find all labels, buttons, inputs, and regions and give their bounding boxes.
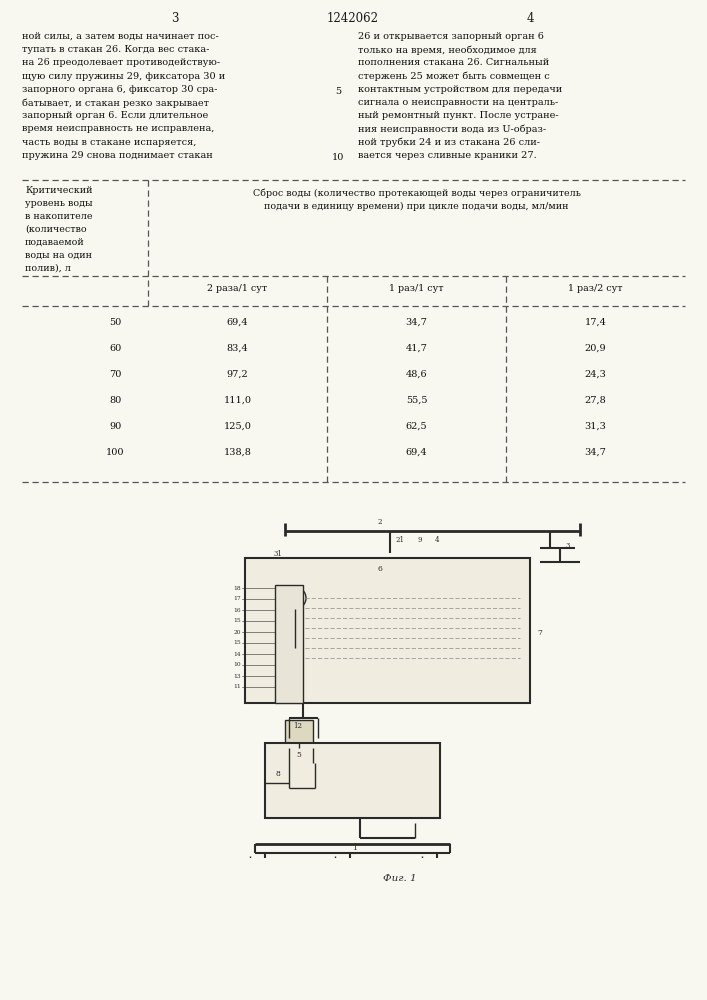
Text: 14: 14 [233,652,241,656]
Text: 2: 2 [378,518,382,526]
Bar [245,558,530,703]
Text: время неисправность не исправлена,: время неисправность не исправлена, [22,124,214,133]
Text: 7: 7 [537,629,542,637]
Text: пополнения стакана 26. Сигнальный: пополнения стакана 26. Сигнальный [358,58,549,67]
Text: 31: 31 [274,550,282,558]
Text: 13: 13 [233,674,241,678]
Text: 1: 1 [352,844,357,852]
Text: воды на один: воды на один [25,251,92,260]
Text: уровень воды: уровень воды [25,199,93,208]
Text: 27,8: 27,8 [585,396,607,405]
Text: сигнала о неисправности на централь-: сигнала о неисправности на централь- [358,98,559,107]
Text: 1 раз/1 сут: 1 раз/1 сут [390,284,444,293]
Text: в накопителе: в накопителе [25,212,93,221]
Text: 24,3: 24,3 [585,370,607,379]
Text: контактным устройством для передачи: контактным устройством для передачи [358,85,562,94]
Text: 9: 9 [418,536,423,544]
Text: запорный орган 6. Если длительное: запорный орган 6. Если длительное [22,111,209,120]
Text: тупать в стакан 26. Когда вес стака-: тупать в стакан 26. Когда вес стака- [22,45,209,54]
Bar [285,720,313,748]
Text: 90: 90 [109,422,121,431]
Text: 17: 17 [233,596,241,601]
Text: 1242062: 1242062 [327,12,379,25]
Text: 20: 20 [233,630,241,635]
Text: 4: 4 [435,536,440,544]
Text: 3: 3 [565,542,569,550]
Text: подаваемой: подаваемой [25,238,85,247]
Text: 100: 100 [106,448,124,457]
Text: 6: 6 [378,565,382,573]
Text: вается через сливные краники 27.: вается через сливные краники 27. [358,151,537,160]
Text: 4: 4 [526,12,534,25]
Text: только на время, необходимое для: только на время, необходимое для [358,45,537,55]
Text: 15: 15 [233,618,241,624]
Text: 11: 11 [233,684,241,690]
Text: 41,7: 41,7 [406,344,428,353]
Text: 31,3: 31,3 [585,422,607,431]
Text: 83,4: 83,4 [227,344,248,353]
Text: 69,4: 69,4 [406,448,427,457]
Text: 2 раза/1 сут: 2 раза/1 сут [207,284,267,293]
Text: ной трубки 24 и из стакана 26 сли-: ной трубки 24 и из стакана 26 сли- [358,138,540,147]
Text: 80: 80 [109,396,121,405]
Text: стержень 25 может быть совмещен с: стержень 25 может быть совмещен с [358,72,550,81]
Text: 97,2: 97,2 [227,370,248,379]
Text: Фиг. 1: Фиг. 1 [383,874,417,883]
Text: 50: 50 [109,318,121,327]
Text: щую силу пружины 29, фиксатора 30 и: щую силу пружины 29, фиксатора 30 и [22,72,226,81]
Text: 5: 5 [296,751,301,759]
Text: 17,4: 17,4 [585,318,607,327]
Text: 34,7: 34,7 [585,448,607,457]
Text: 138,8: 138,8 [223,448,252,457]
Text: 8: 8 [275,770,280,778]
Text: ный ремонтный пункт. После устране-: ный ремонтный пункт. После устране- [358,111,559,120]
Text: 34,7: 34,7 [406,318,428,327]
Text: 48,6: 48,6 [406,370,427,379]
Text: 12: 12 [293,722,303,730]
Text: 111,0: 111,0 [223,396,252,405]
Bar [265,743,440,818]
Text: (количество: (количество [25,225,87,234]
Text: 55,5: 55,5 [406,396,427,405]
Text: ной силы, а затем воды начинает пос-: ной силы, а затем воды начинает пос- [22,32,218,41]
Text: 125,0: 125,0 [223,422,252,431]
Text: пружина 29 снова поднимает стакан: пружина 29 снова поднимает стакан [22,151,213,160]
Text: Сброс воды (количество протекающей воды через ограничитель: Сброс воды (количество протекающей воды … [252,188,580,198]
Text: часть воды в стакане испаряется,: часть воды в стакане испаряется, [22,138,197,147]
Text: на 26 преодолевает противодействую-: на 26 преодолевает противодействую- [22,58,220,67]
Text: 26 и открывается запорный орган 6: 26 и открывается запорный орган 6 [358,32,544,41]
Text: 1 раз/2 сут: 1 раз/2 сут [568,284,623,293]
Text: 62,5: 62,5 [406,422,427,431]
Text: 21: 21 [395,536,404,544]
Text: 20,9: 20,9 [585,344,607,353]
Text: полив), л: полив), л [25,264,71,273]
Text: 10: 10 [332,153,344,162]
Text: Критический: Критический [25,186,93,195]
Text: 3: 3 [171,12,179,25]
Text: 69,4: 69,4 [227,318,248,327]
Bar [275,585,303,703]
Text: 16: 16 [233,607,241,612]
Text: ния неисправности вода из U-образ-: ния неисправности вода из U-образ- [358,124,546,134]
Text: 5: 5 [335,87,341,96]
Text: 60: 60 [109,344,121,353]
Text: 18: 18 [233,585,241,590]
Text: батывает, и стакан резко закрывает: батывает, и стакан резко закрывает [22,98,209,107]
Text: 15: 15 [233,641,241,646]
Text: запорного органа 6, фиксатор 30 сра-: запорного органа 6, фиксатор 30 сра- [22,85,217,94]
Text: 10: 10 [233,662,241,668]
Text: 70: 70 [109,370,121,379]
Text: подачи в единицу времени) при цикле подачи воды, мл/мин: подачи в единицу времени) при цикле пода… [264,202,568,211]
